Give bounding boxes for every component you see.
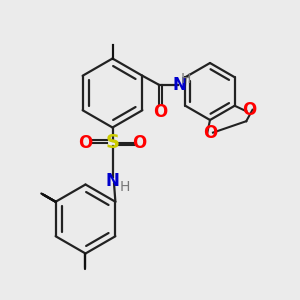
Text: S: S (106, 133, 119, 152)
Text: H: H (119, 180, 130, 194)
Text: O: O (242, 101, 256, 119)
Text: H: H (181, 72, 191, 86)
Text: O: O (203, 124, 217, 142)
Text: O: O (153, 103, 167, 121)
Text: N: N (173, 76, 187, 94)
Text: N: N (106, 172, 119, 190)
Text: O: O (78, 134, 93, 152)
Text: O: O (132, 134, 147, 152)
